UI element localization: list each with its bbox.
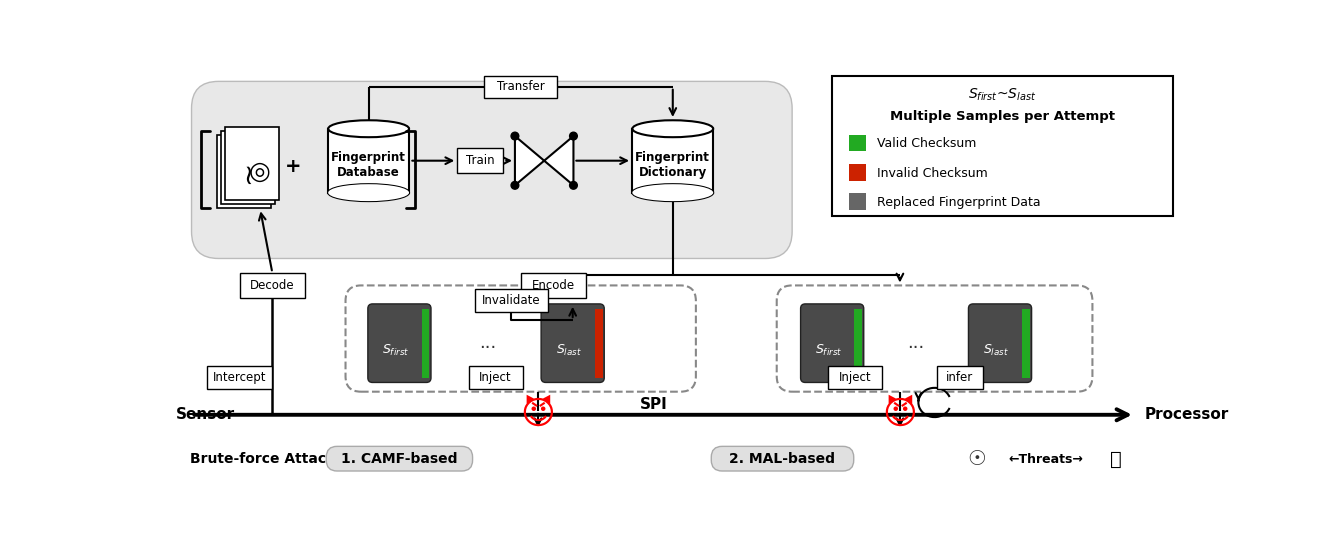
Bar (217, 135, 271, 208)
Text: Inject: Inject (839, 371, 872, 384)
Text: Processor: Processor (1145, 407, 1229, 422)
Text: Invalid Checksum: Invalid Checksum (877, 166, 988, 179)
Bar (206, 366, 272, 389)
Bar (594, 309, 602, 378)
Text: ...: ... (480, 334, 497, 352)
Bar (328, 129, 410, 193)
Text: Multiple Samples per Attempt: Multiple Samples per Attempt (890, 110, 1115, 122)
Text: $S_{first}$~$S_{last}$: $S_{first}$~$S_{last}$ (968, 87, 1037, 104)
FancyBboxPatch shape (367, 304, 431, 382)
Bar (855, 309, 863, 378)
Text: $S_{first}$: $S_{first}$ (382, 343, 410, 358)
Bar (1022, 309, 1030, 378)
Text: 2. MAL-based: 2. MAL-based (729, 452, 835, 466)
Text: Encode: Encode (532, 279, 575, 292)
Circle shape (569, 182, 577, 189)
Bar (469, 366, 523, 389)
Polygon shape (515, 136, 544, 185)
Text: Valid Checksum: Valid Checksum (877, 137, 976, 150)
FancyBboxPatch shape (192, 82, 793, 258)
Text: ◎: ◎ (250, 160, 271, 184)
Circle shape (569, 132, 577, 140)
Text: +: + (285, 157, 301, 176)
Bar (474, 289, 548, 313)
Text: Brute-force Attacker:: Brute-force Attacker: (190, 453, 357, 467)
Text: ☉: ☉ (967, 449, 987, 469)
Bar (633, 129, 713, 193)
Text: 😈: 😈 (520, 398, 555, 431)
Bar (239, 273, 305, 297)
FancyBboxPatch shape (346, 286, 696, 391)
Text: Inject: Inject (480, 371, 513, 384)
Text: Train: Train (466, 154, 494, 167)
Text: $S_{last}$: $S_{last}$ (983, 343, 1009, 358)
Bar (849, 164, 867, 181)
Text: Invalidate: Invalidate (482, 294, 540, 307)
FancyBboxPatch shape (542, 304, 604, 382)
FancyBboxPatch shape (801, 304, 864, 382)
Circle shape (511, 182, 519, 189)
Bar (483, 76, 557, 98)
Ellipse shape (328, 120, 410, 137)
Text: 1. CAMF-based: 1. CAMF-based (341, 452, 457, 466)
FancyBboxPatch shape (777, 286, 1092, 391)
Text: Fingerprint
Dictionary: Fingerprint Dictionary (635, 150, 711, 178)
FancyBboxPatch shape (968, 304, 1032, 382)
FancyBboxPatch shape (711, 446, 853, 471)
Text: Decode: Decode (250, 279, 295, 292)
Ellipse shape (328, 184, 410, 201)
Bar (832, 76, 1173, 216)
Bar (226, 127, 279, 200)
Text: ←Threats→: ←Threats→ (1009, 453, 1083, 466)
Bar (457, 148, 503, 173)
Text: $S_{last}$: $S_{last}$ (556, 343, 581, 358)
Text: 🔓: 🔓 (1110, 450, 1122, 469)
Circle shape (511, 132, 519, 140)
Text: ~: ~ (234, 161, 262, 184)
Ellipse shape (633, 184, 713, 201)
Bar (221, 131, 275, 204)
Ellipse shape (328, 184, 410, 201)
Text: 😈: 😈 (882, 398, 917, 431)
Text: Intercept: Intercept (213, 371, 266, 384)
Bar (421, 309, 429, 378)
Text: Replaced Fingerprint Data: Replaced Fingerprint Data (877, 196, 1041, 209)
Text: Fingerprint
Database: Fingerprint Database (332, 150, 406, 178)
Text: Sensor: Sensor (176, 407, 235, 422)
Bar (849, 134, 867, 151)
Bar (828, 366, 882, 389)
Bar (849, 193, 867, 210)
Ellipse shape (633, 184, 713, 201)
Polygon shape (544, 136, 573, 185)
Bar (937, 366, 983, 389)
Ellipse shape (633, 120, 713, 137)
Text: Transfer: Transfer (497, 80, 544, 93)
Text: $S_{first}$: $S_{first}$ (815, 343, 841, 358)
Bar (520, 273, 587, 297)
FancyBboxPatch shape (326, 446, 473, 471)
Text: SPI: SPI (639, 397, 667, 412)
Text: ...: ... (906, 334, 923, 352)
Text: infer: infer (946, 371, 974, 384)
